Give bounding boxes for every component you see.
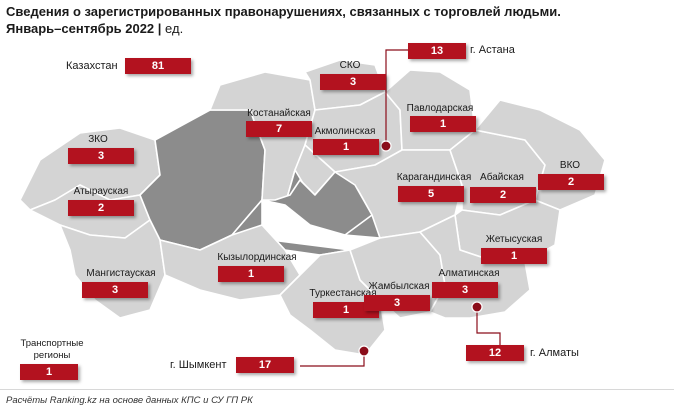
- region-badge-karaganda: 5: [398, 186, 464, 202]
- region-label-sko: СКО: [339, 60, 361, 71]
- title-unit: ед.: [165, 21, 184, 36]
- city-badge-almaty: 12: [466, 345, 524, 361]
- region-label-zhambyl: Жамбылская: [368, 281, 430, 292]
- region-label-kostanay: Костанайская: [247, 108, 311, 119]
- transport-badge: 1: [20, 364, 78, 380]
- region-badge-kyzylorda: 1: [218, 266, 284, 282]
- region-label-kyzylorda: Кызылординская: [217, 252, 297, 263]
- region-label-akmola: Акмолинская: [314, 126, 376, 137]
- title-period: Январь–сентябрь 2022: [6, 21, 155, 36]
- transport-label-line-2: регионы: [33, 350, 71, 361]
- transport-label: Транспортные регионы: [12, 338, 92, 362]
- region-badge-atyrau: 2: [68, 200, 134, 216]
- chart-title: Сведения о зарегистрированных правонаруш…: [6, 3, 561, 37]
- source-note: Расчёты Ranking.kz на основе данных КПС …: [6, 395, 253, 406]
- title-line-2: Январь–сентябрь 2022 | ед.: [6, 20, 561, 37]
- region-label-pavlodar: Павлодарская: [406, 103, 474, 114]
- region-label-almaty: Алматинская: [438, 268, 500, 279]
- almaty-marker-icon: [471, 301, 483, 313]
- region-label-karaganda: Карагандинская: [396, 172, 472, 183]
- region-badge-sko: 3: [320, 74, 386, 90]
- city-label-astana: г. Астана: [470, 44, 515, 56]
- region-badge-zhetysu: 1: [481, 248, 547, 264]
- title-separator: |: [157, 21, 166, 36]
- region-badge-almaty: 3: [432, 282, 498, 298]
- region-badge-turkestan: 1: [313, 302, 379, 318]
- city-label-almaty: г. Алматы: [530, 347, 579, 359]
- astana-leader-line: [385, 49, 408, 146]
- region-label-turkestan: Туркестанская: [309, 288, 377, 299]
- region-label-abay: Абайская: [480, 172, 524, 183]
- total-badge: 81: [125, 58, 191, 74]
- region-label-zko: ЗКО: [88, 134, 108, 145]
- region-label-zhetysu: Жетысуская: [485, 234, 543, 245]
- shymkent-marker-icon: [358, 345, 370, 357]
- region-label-atyrau: Атырауская: [73, 186, 129, 197]
- footer-divider: [0, 389, 674, 390]
- city-badge-shymkent: 17: [236, 357, 294, 373]
- almaty-leader-line: [476, 307, 501, 345]
- region-badge-zko: 3: [68, 148, 134, 164]
- city-badge-astana: 13: [408, 43, 466, 59]
- region-badge-abay: 2: [470, 187, 536, 203]
- region-badge-vko: 2: [538, 174, 604, 190]
- region-badge-mangystau: 3: [82, 282, 148, 298]
- total-label: Казахстан: [66, 60, 118, 72]
- region-badge-akmola: 1: [313, 139, 379, 155]
- region-badge-pavlodar: 1: [410, 116, 476, 132]
- region-badge-zhambyl: 3: [364, 295, 430, 311]
- region-label-vko: ВКО: [559, 160, 581, 171]
- city-label-shymkent: г. Шымкент: [170, 359, 227, 371]
- transport-label-line-1: Транспортные: [20, 338, 84, 349]
- title-line-1: Сведения о зарегистрированных правонаруш…: [6, 4, 561, 19]
- region-badge-kostanay: 7: [246, 121, 312, 137]
- astana-marker-icon: [380, 140, 392, 152]
- region-label-mangystau: Мангистауская: [86, 268, 156, 279]
